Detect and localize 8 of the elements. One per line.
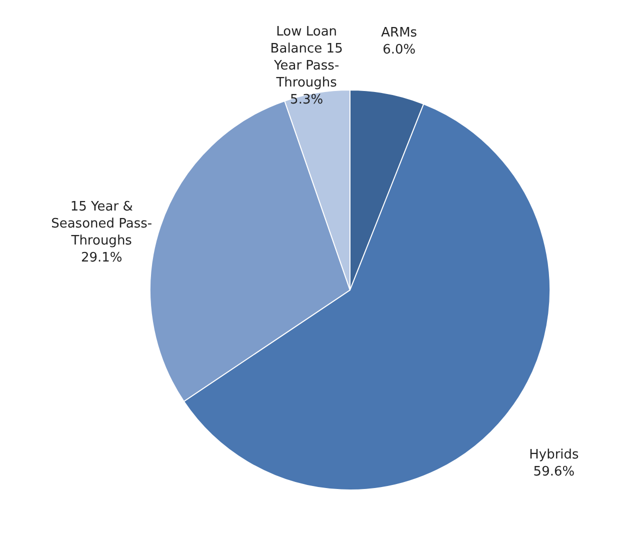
- slice-label: Hybrids: [529, 447, 580, 462]
- slice-label: ARMs: [381, 26, 418, 41]
- data-label: 5.3%: [290, 92, 324, 108]
- data-label: 59.6%: [533, 464, 575, 480]
- data-label: 29.1%: [80, 250, 122, 266]
- slice-label: 15 Year & Seasoned Pass-Throughs: [51, 200, 152, 249]
- slice-label: Low Loan Balance 15 Year Pass-Throughs: [270, 24, 343, 91]
- data-label: 6.0%: [382, 42, 416, 58]
